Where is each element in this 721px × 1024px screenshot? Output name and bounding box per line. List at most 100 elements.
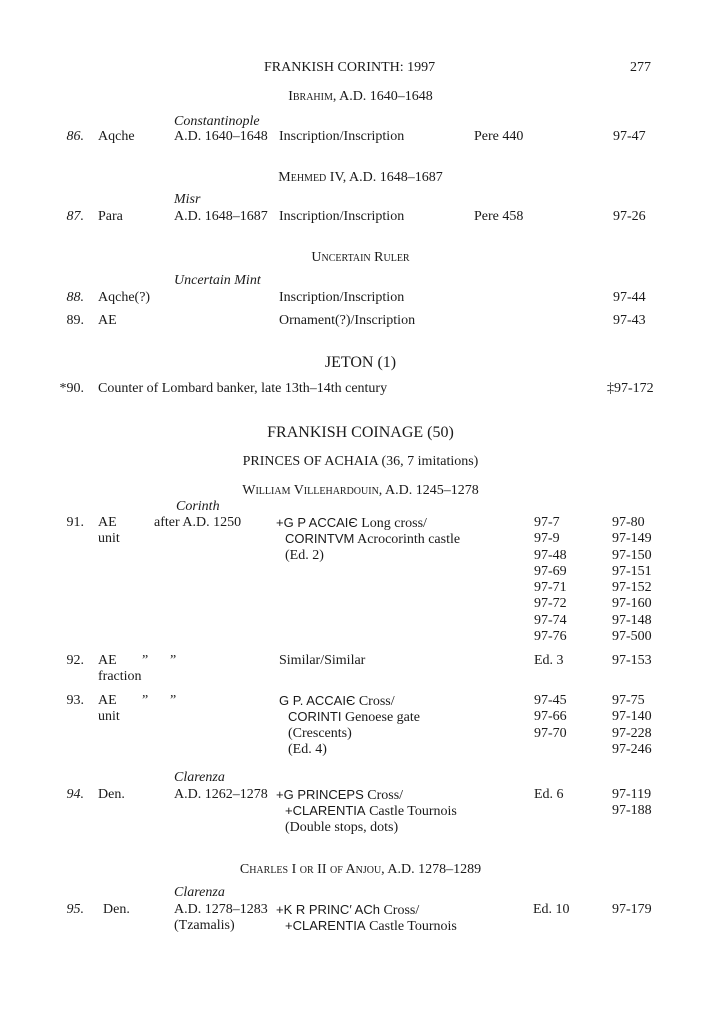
- denomination: Para: [98, 209, 123, 224]
- inventory: 97-66: [534, 709, 567, 725]
- inventory: 97-119: [612, 787, 652, 802]
- inventory-column-a: 97-45 97-66 97-70: [534, 692, 567, 741]
- entry-number: 87.: [66, 209, 85, 224]
- inventory: 97-80: [612, 515, 645, 530]
- date: A.D. 1648–1687: [174, 209, 268, 224]
- denomination-size: unit: [98, 709, 120, 724]
- obverse: +G P ACCAIЄ Long cross/: [276, 514, 427, 533]
- mint: Clarenza: [174, 885, 225, 900]
- reference: Pere 458: [474, 209, 524, 224]
- reverse-type: Genoese gate: [344, 710, 420, 725]
- obverse: +K R PRINC′ ACh Cross/: [276, 901, 419, 920]
- type: Similar/Similar: [279, 653, 366, 668]
- entry-number: 93.: [66, 693, 85, 708]
- inventory: 97-151: [612, 563, 652, 579]
- denomination: AE: [98, 313, 117, 328]
- reference: Ed. 3: [534, 653, 564, 668]
- type: Inscription/Inscription: [279, 209, 405, 224]
- entry-number: 88.: [66, 290, 85, 305]
- inventory: 97-76: [534, 629, 567, 645]
- inventory: 97-160: [612, 596, 652, 612]
- inventory: 97-228: [612, 725, 652, 741]
- inventory: 97-246: [612, 741, 652, 757]
- obverse-legend: +K R PRINC′ ACh: [276, 902, 380, 917]
- inventory: 97-149: [612, 531, 652, 547]
- section-heading: FRANKISH COINAGE (50): [267, 424, 454, 441]
- section-heading: Mehmed IV, A.D. 1648–1687: [278, 170, 443, 185]
- inventory: 97-43: [613, 313, 646, 328]
- reverse: +CLARENTIA Castle Tournois: [285, 802, 457, 821]
- ruler-heading: William Villehardouin, A.D. 1245–1278: [242, 483, 479, 498]
- mint: Constantinople: [174, 114, 260, 129]
- inventory: 97-500: [612, 629, 652, 645]
- note: (Ed. 4): [288, 742, 327, 757]
- denomination: Aqche: [98, 129, 135, 144]
- obverse-legend: +G PRINCEPS: [276, 787, 364, 802]
- reverse-type: Castle Tournois: [369, 804, 457, 819]
- date: after A.D. 1250: [154, 515, 242, 530]
- reverse-type: Acrocorinth castle: [357, 532, 461, 547]
- obverse-type: Cross/: [383, 903, 420, 918]
- section-heading: JETON (1): [324, 354, 397, 371]
- inventory: 97-47: [613, 129, 646, 144]
- reverse: CORINTVM Acrocorinth castle: [285, 530, 460, 549]
- mint: Misr: [174, 192, 201, 207]
- inventory: 97-69: [534, 563, 567, 579]
- inventory: 97-9: [534, 531, 560, 547]
- denomination-size: fraction: [98, 669, 142, 684]
- denomination: AE: [98, 693, 117, 708]
- attribution: (Tzamalis): [174, 918, 235, 933]
- mint: Uncertain Mint: [174, 273, 261, 288]
- reverse-legend: CORINTI: [288, 709, 342, 724]
- entry-number: 91.: [66, 515, 85, 530]
- reverse-legend: +CLARENTIA: [285, 918, 366, 933]
- mint: Clarenza: [174, 770, 225, 785]
- reverse: +CLARENTIA Castle Tournois: [285, 917, 457, 936]
- obverse-legend: +G P ACCAIЄ: [276, 515, 358, 530]
- reverse-legend: +CLARENTIA: [285, 803, 366, 818]
- note: (Crescents): [288, 726, 352, 741]
- inventory: 97-45: [534, 693, 567, 708]
- inventory: 97-48: [534, 547, 567, 563]
- type: Ornament(?)/Inscription: [279, 313, 416, 328]
- section-heading: Ibrahim, A.D. 1640–1648: [288, 89, 433, 104]
- page-number: 277: [630, 60, 651, 75]
- inventory-column-b: 97-80 97-149 97-150 97-151 97-152 97-160…: [612, 514, 652, 644]
- obverse: +G PRINCEPS Cross/: [276, 786, 403, 805]
- type: Inscription/Inscription: [279, 129, 405, 144]
- reverse-legend: CORINTVM: [285, 531, 355, 546]
- inventory: 97-7: [534, 515, 560, 530]
- inventory: 97-179: [612, 902, 652, 917]
- description: Counter of Lombard banker, late 13th–14t…: [98, 381, 388, 396]
- inventory: 97-74: [534, 612, 567, 628]
- inventory: ‡97-172: [607, 381, 654, 396]
- inventory: 97-70: [534, 725, 567, 741]
- obverse-type: Cross/: [358, 694, 395, 709]
- inventory: 97-75: [612, 693, 645, 708]
- denomination-size: unit: [98, 531, 120, 546]
- inventory: 97-188: [612, 803, 652, 818]
- entry-number: *90.: [59, 381, 85, 396]
- date: A.D. 1640–1648: [174, 129, 268, 144]
- inventory: 97-140: [612, 709, 652, 725]
- obverse-type: Cross/: [367, 788, 404, 803]
- denomination: Aqche(?): [98, 290, 151, 305]
- date: A.D. 1278–1283: [174, 902, 268, 917]
- reference: Ed. 10: [533, 902, 570, 917]
- note: (Double stops, dots): [285, 820, 399, 835]
- denomination: AE: [98, 653, 117, 668]
- section-heading: Uncertain Ruler: [311, 250, 410, 265]
- inventory: 97-152: [612, 580, 652, 596]
- entry-number: 89.: [66, 313, 85, 328]
- type: Inscription/Inscription: [279, 290, 405, 305]
- inventory-column-a: 97-7 97-9 97-48 97-69 97-71 97-72 97-74 …: [534, 514, 567, 644]
- entry-number: 94.: [66, 787, 85, 802]
- inventory: 97-72: [534, 596, 567, 612]
- subsection-heading: PRINCES OF ACHAIA (36, 7 imitations): [242, 454, 479, 469]
- obverse-type: Long cross/: [361, 516, 427, 531]
- note: (Ed. 2): [285, 548, 324, 563]
- ditto-mark: ”: [142, 693, 149, 708]
- entry-number: 86.: [66, 129, 85, 144]
- obverse: G P. ACCAIЄ Cross/: [279, 692, 395, 711]
- running-title: FRANKISH CORINTH: 1997: [264, 60, 436, 75]
